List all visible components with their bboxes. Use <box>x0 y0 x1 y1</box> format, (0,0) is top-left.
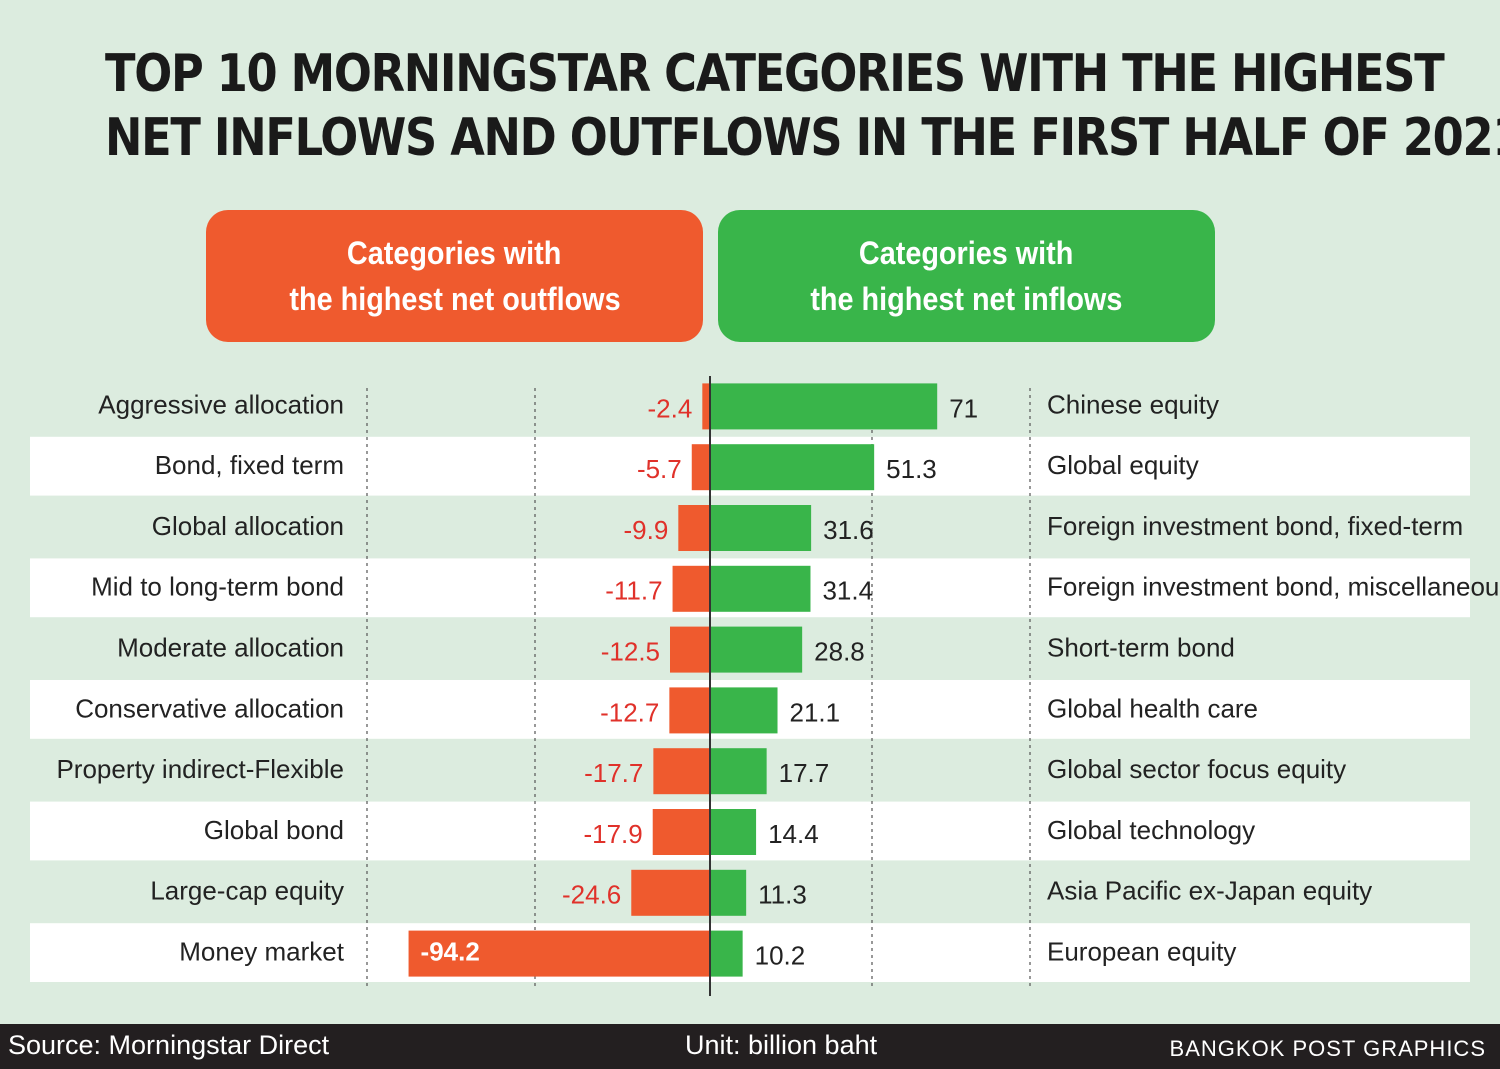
row-stripe <box>30 923 1470 982</box>
inflows-header-line-2: the highest net inflows <box>810 281 1123 317</box>
outflow-value-label: -94.2 <box>421 936 480 966</box>
outflow-category-label: Aggressive allocation <box>98 389 344 419</box>
outflow-bar <box>652 809 710 855</box>
inflow-bar <box>710 505 812 551</box>
chart-title: TOP 10 MORNINGSTAR CATEGORIES WITH THE H… <box>105 42 1500 170</box>
inflow-category-label: Foreign investment bond, fixed-term <box>1047 511 1463 541</box>
outflows-header-line-1: Categories with <box>347 235 562 271</box>
outflow-value-label: -11.7 <box>605 576 662 606</box>
inflow-value-label: 17.7 <box>779 758 830 788</box>
inflow-bar <box>710 383 938 430</box>
inflow-bar <box>710 809 757 855</box>
outflow-value-label: -2.4 <box>648 393 693 423</box>
outflow-category-label: Mid to long-term bond <box>91 572 344 602</box>
outflows-header: Categories with the highest net outflows <box>206 210 703 342</box>
outflows-header-line-2: the highest net outflows <box>288 281 621 317</box>
outflow-value-label: -9.9 <box>624 515 669 545</box>
outflow-bar <box>678 505 710 551</box>
inflow-bar <box>710 748 767 795</box>
outflow-value-label: -17.7 <box>584 758 643 788</box>
title-line-1: TOP 10 MORNINGSTAR CATEGORIES WITH THE H… <box>105 44 1445 104</box>
title-line-2: NET INFLOWS AND OUTFLOWS IN THE FIRST HA… <box>105 108 1500 168</box>
outflow-value-label: -17.9 <box>583 819 642 849</box>
outflow-category-label: Global bond <box>204 815 344 845</box>
inflow-category-label: Global health care <box>1047 693 1258 723</box>
inflow-bar <box>710 626 803 673</box>
outflow-category-label: Large-cap equity <box>150 876 344 906</box>
credit-note: BANGKOK POST GRAPHICS <box>1169 1036 1486 1061</box>
inflows-header-line-1: Categories with <box>859 235 1074 271</box>
outflow-category-label: Bond, fixed term <box>155 450 344 480</box>
outflow-bar <box>702 383 710 430</box>
inflow-value-label: 71 <box>949 393 978 423</box>
inflow-category-label: European equity <box>1047 936 1236 966</box>
inflows-header: Categories with the highest net inflows <box>718 210 1215 342</box>
inflow-category-label: Global equity <box>1047 450 1199 480</box>
inflow-value-label: 31.6 <box>823 515 874 545</box>
outflow-category-label: Property indirect-Flexible <box>56 754 344 784</box>
inflow-category-label: Chinese equity <box>1047 389 1219 419</box>
inflow-bar <box>710 930 743 977</box>
outflow-bar <box>691 444 710 491</box>
inflow-bar <box>710 444 875 491</box>
outflow-value-label: -12.5 <box>601 636 660 666</box>
inflow-value-label: 51.3 <box>886 454 937 484</box>
outflow-bar <box>669 687 710 734</box>
inflow-value-label: 28.8 <box>814 636 865 666</box>
inflow-value-label: 11.3 <box>758 880 807 910</box>
outflow-bar <box>408 930 710 977</box>
inflow-value-label: 10.2 <box>755 940 806 970</box>
outflow-category-label: Moderate allocation <box>117 632 344 662</box>
inflow-category-label: Global technology <box>1047 815 1255 845</box>
outflow-value-label: -5.7 <box>637 454 682 484</box>
inflow-category-label: Asia Pacific ex-Japan equity <box>1047 876 1372 906</box>
unit-note: Unit: billion baht <box>685 1030 878 1060</box>
inflow-bar <box>710 565 811 612</box>
outflow-value-label: -24.6 <box>562 880 621 910</box>
outflow-category-label: Money market <box>179 936 344 966</box>
inflow-bar <box>710 869 747 916</box>
footer: Source: Morningstar Direct Unit: billion… <box>0 1024 1500 1069</box>
inflow-value-label: 31.4 <box>822 576 873 606</box>
outflow-value-label: -12.7 <box>600 697 659 727</box>
inflow-category-label: Foreign investment bond, miscellaneous <box>1047 572 1500 602</box>
outflow-bar <box>631 869 710 916</box>
inflow-category-label: Global sector focus equity <box>1047 754 1346 784</box>
inflow-bar <box>710 687 778 734</box>
inflow-value-label: 14.4 <box>768 819 819 849</box>
inflow-category-label: Short-term bond <box>1047 632 1235 662</box>
source-note: Source: Morningstar Direct <box>8 1030 330 1060</box>
outflow-category-label: Global allocation <box>152 511 344 541</box>
outflow-bar <box>653 748 710 795</box>
outflow-bar <box>670 626 710 673</box>
inflow-value-label: 21.1 <box>790 697 841 727</box>
outflow-category-label: Conservative allocation <box>75 693 344 723</box>
outflow-bar <box>672 565 710 612</box>
